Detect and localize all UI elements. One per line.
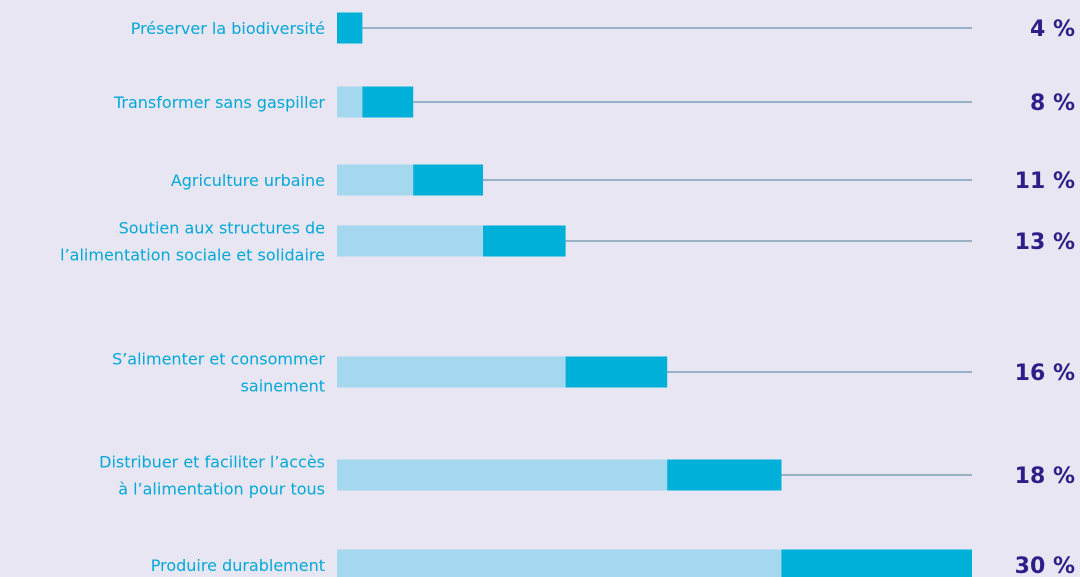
category-line: Agriculture urbaine xyxy=(171,171,325,190)
value-label: 11 % xyxy=(1015,169,1075,194)
category-line: l’alimentation sociale et solidaire xyxy=(60,246,325,265)
category-line: Soutien aux structures de xyxy=(119,219,325,238)
category-line: sainement xyxy=(241,377,325,396)
value-label: 18 % xyxy=(1015,464,1075,489)
bar xyxy=(362,86,414,118)
cumulative-base xyxy=(337,549,782,577)
cumulative-base xyxy=(337,459,668,491)
bar xyxy=(337,12,363,44)
category-label: Soutien aux structures de l’alimentation … xyxy=(60,219,325,265)
category-line: Produire durablement xyxy=(151,556,325,575)
value-label: 16 % xyxy=(1015,361,1075,386)
category-label: S’alimenter et consommer sainement xyxy=(112,350,325,396)
cumulative-base xyxy=(337,225,484,257)
value-label: 30 % xyxy=(1015,554,1075,577)
category-line: Transformer sans gaspiller xyxy=(113,93,325,112)
value-label: 4 % xyxy=(1030,17,1075,42)
category-label: Préserver la biodiversité xyxy=(131,19,325,38)
category-label: Agriculture urbaine xyxy=(171,171,325,190)
bar xyxy=(483,225,566,257)
bar xyxy=(781,549,972,577)
cumulative-base xyxy=(337,164,414,196)
bar xyxy=(413,164,484,196)
category-line: Préserver la biodiversité xyxy=(131,19,325,38)
category-label: Transformer sans gaspiller xyxy=(113,93,325,112)
bar xyxy=(667,459,782,491)
category-label: Produire durablement xyxy=(151,556,325,575)
category-line: S’alimenter et consommer xyxy=(112,350,325,369)
cumulative-base xyxy=(337,356,566,388)
value-label: 8 % xyxy=(1030,91,1075,116)
category-label: Distribuer et faciliter l’accès à l’alime… xyxy=(99,453,325,499)
category-line: à l’alimentation pour tous xyxy=(118,480,325,499)
bar xyxy=(565,356,668,388)
value-label: 13 % xyxy=(1015,230,1075,255)
cumulative-base xyxy=(337,86,363,118)
category-line: Distribuer et faciliter l’accès xyxy=(99,453,325,472)
